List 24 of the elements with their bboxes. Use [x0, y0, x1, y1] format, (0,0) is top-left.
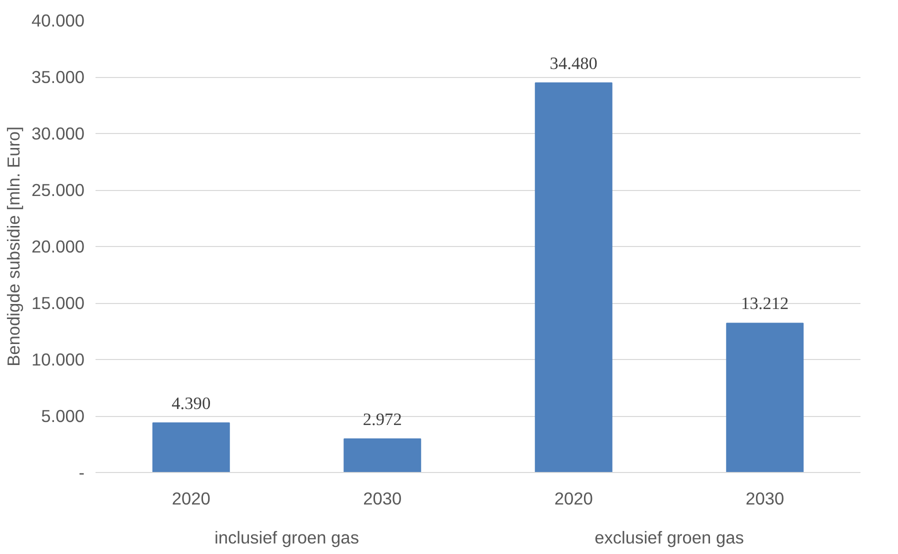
x-tick-label: 2030 — [746, 488, 784, 508]
y-tick-label: 40.000 — [32, 10, 84, 30]
bar — [344, 438, 422, 472]
bar — [152, 422, 230, 472]
data-label: 2.972 — [362, 410, 402, 429]
y-tick-label: 10.000 — [32, 350, 84, 370]
text: exclusief groen gas — [594, 528, 744, 548]
data-label: 34.480 — [550, 54, 598, 73]
bar — [726, 322, 804, 472]
y-tick-label: 15.000 — [32, 293, 84, 313]
data-label: 4.390 — [172, 394, 211, 413]
x-tick-label: 2030 — [363, 488, 402, 508]
x-tick-label: 2020 — [554, 488, 593, 508]
bar — [534, 82, 612, 472]
y-tick-label: 5.000 — [41, 406, 85, 426]
y-tick-label: 25.000 — [32, 180, 84, 200]
y-tick-label: 20.000 — [32, 236, 84, 256]
x-tick-label: 2020 — [172, 488, 210, 508]
y-tick-label: 30.000 — [32, 124, 84, 144]
y-tick-label: 35.000 — [32, 67, 84, 87]
data-label: 13.212 — [741, 294, 789, 314]
text: inclusief groen gas — [214, 528, 360, 548]
y-tick-label: - — [78, 462, 85, 482]
y-axis-title: Benodigde subsidie [mln. Euro] — [4, 126, 24, 366]
